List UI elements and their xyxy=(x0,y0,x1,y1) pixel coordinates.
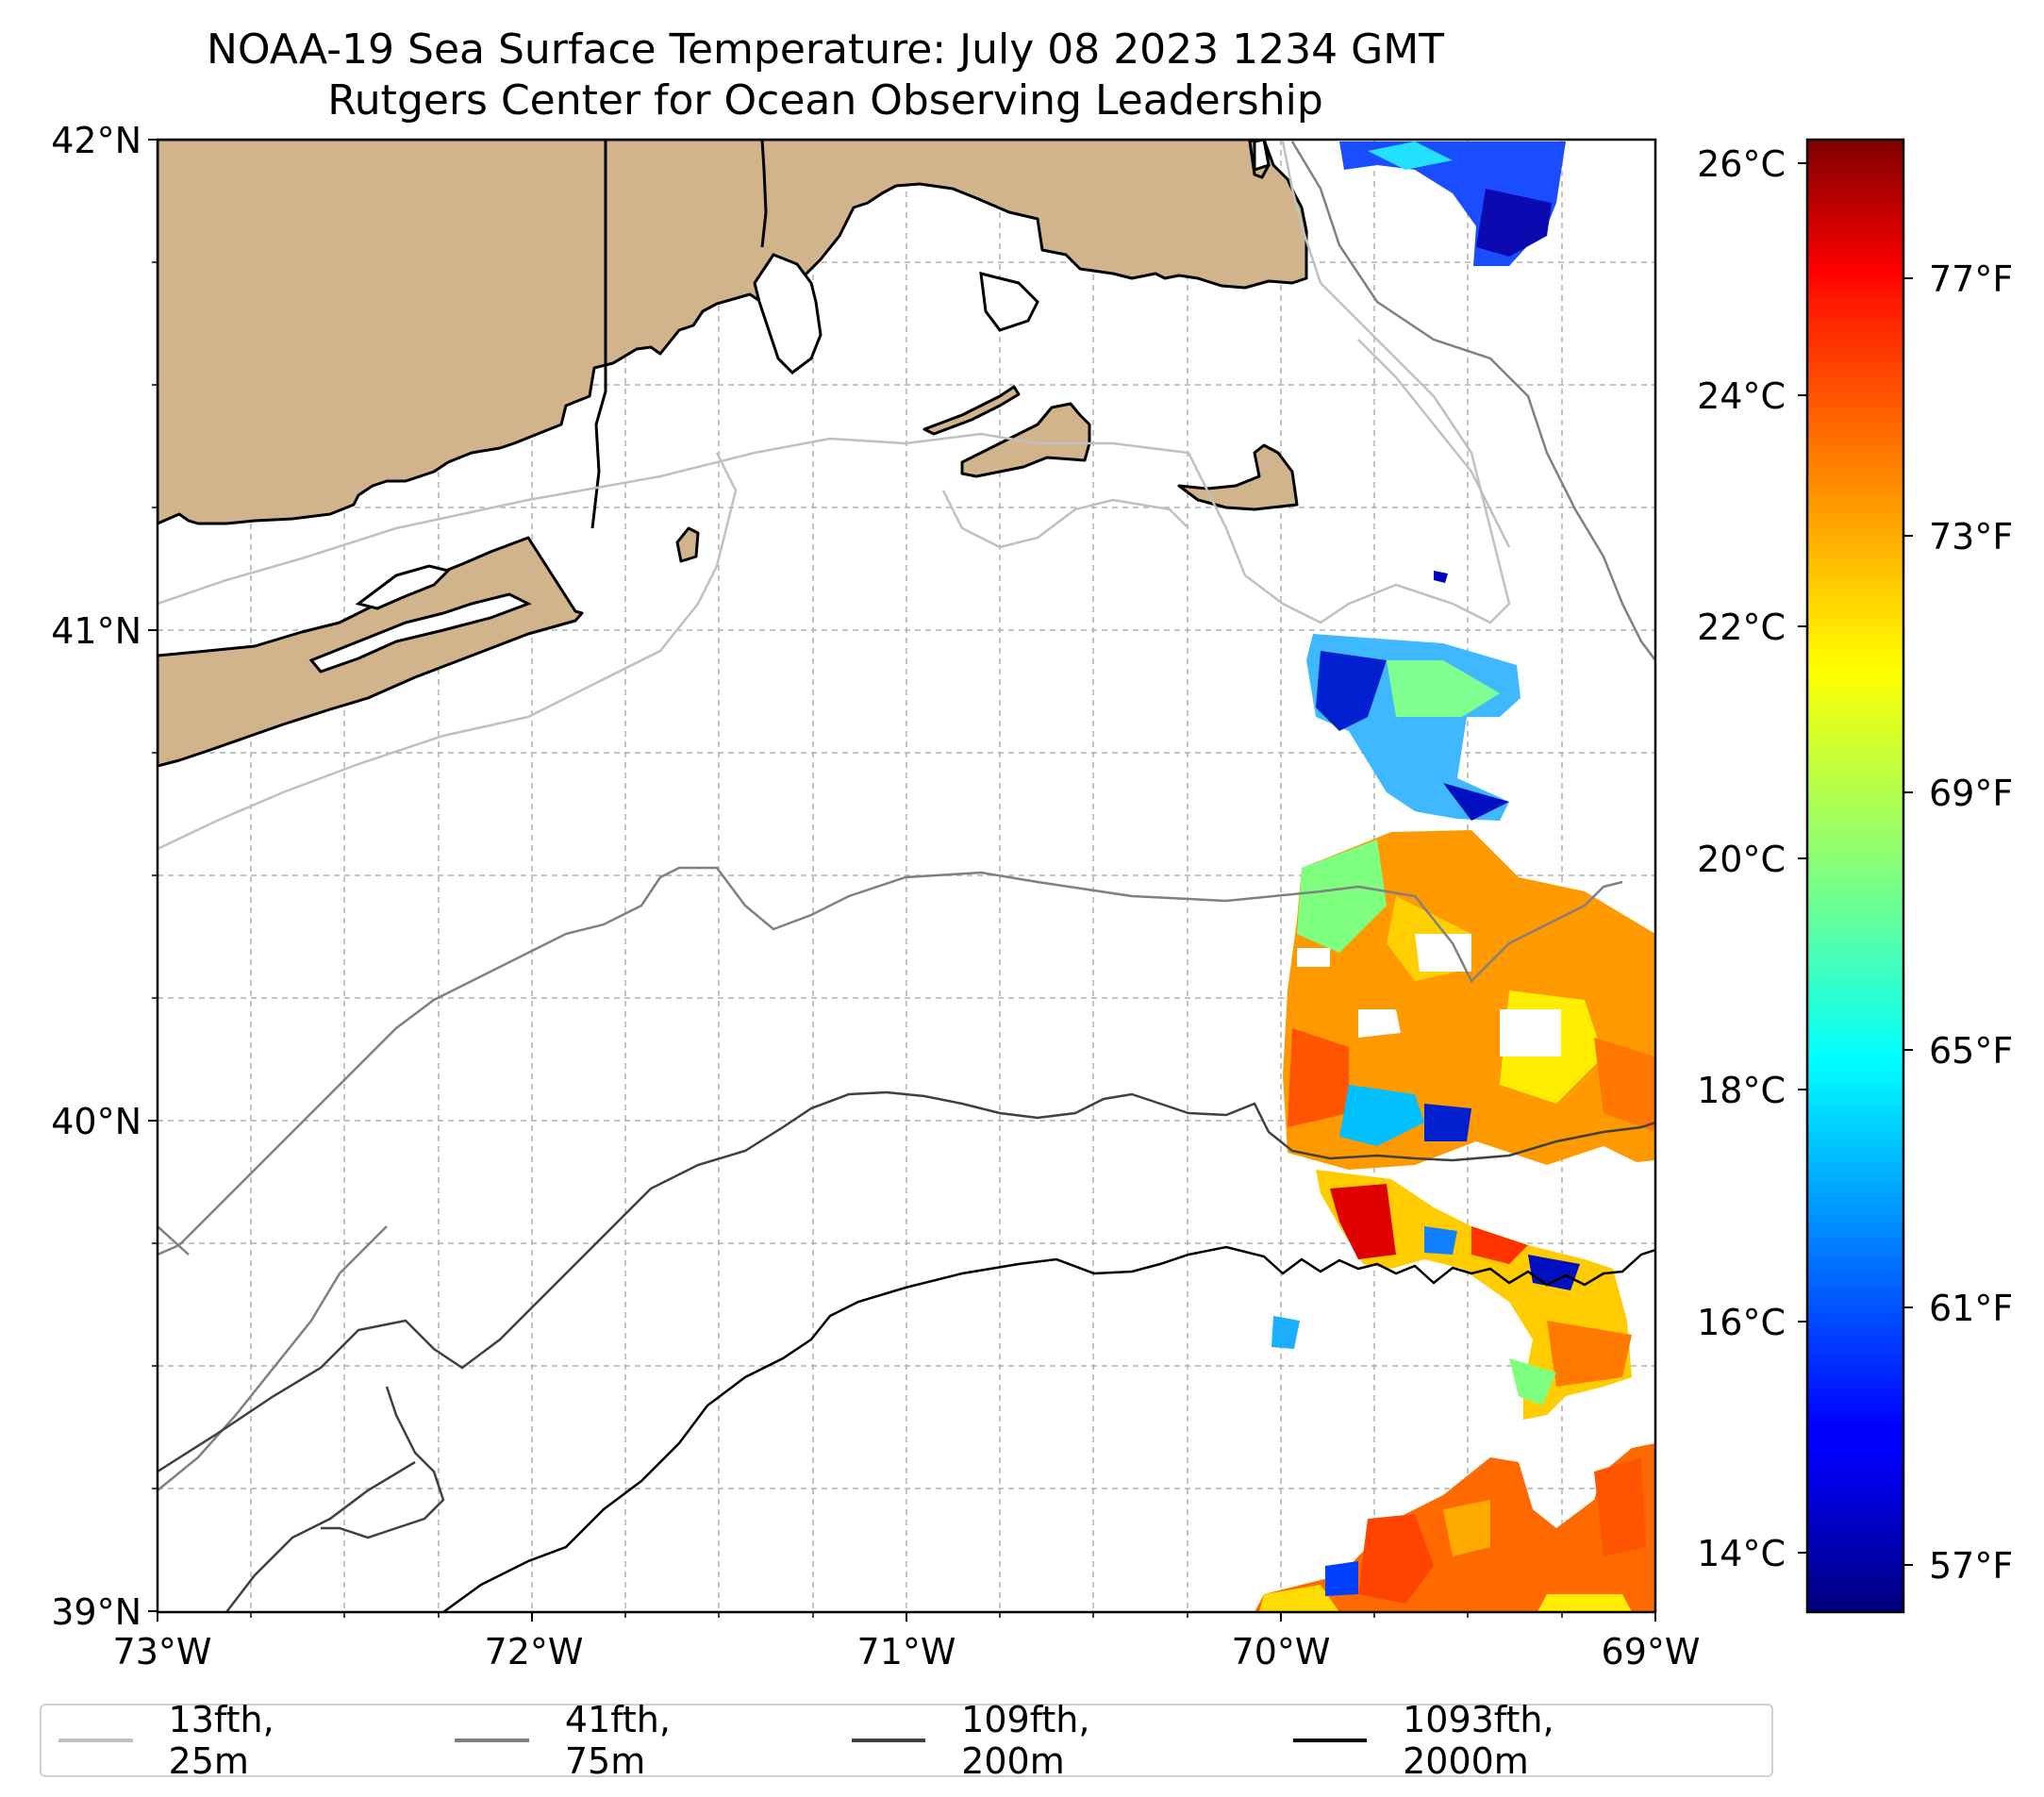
legend-swatch xyxy=(851,1739,926,1742)
legend-item-2000m: 1093fth, 2000m xyxy=(1286,1699,1687,1782)
elizabeth-islands xyxy=(922,385,1021,436)
narragansett-bay xyxy=(753,253,823,374)
great-south-bay xyxy=(308,592,532,674)
contour-legend: 13fth, 25m 41fth, 75m 109fth, 200m 1093f… xyxy=(40,1699,1773,1782)
fahrenheit-tick-label: 61°F xyxy=(1929,1288,2013,1329)
lon-tick-label: 72°W xyxy=(485,1631,584,1672)
contour-2000m xyxy=(442,1245,1655,1612)
lat-tick-label: 42°N xyxy=(51,120,141,161)
chart-title: NOAA-19 Sea Surface Temperature: July 08… xyxy=(156,25,1495,126)
lon-tick-label: 71°W xyxy=(857,1631,956,1672)
lat-axis: 42°N 41°N 40°N 39°N xyxy=(51,120,158,1633)
contour-200m xyxy=(158,1090,1655,1612)
colorbar-gradient xyxy=(1805,138,1905,1614)
lon-tick-label: 73°W xyxy=(113,1631,212,1672)
lon-tick-label: 70°W xyxy=(1232,1631,1331,1672)
lon-tick-label: 69°W xyxy=(1602,1631,1701,1672)
bays xyxy=(308,140,1271,674)
celsius-tick-label: 26°C xyxy=(1697,143,1786,185)
lat-tick-label: 41°N xyxy=(51,610,141,652)
legend-item-200m: 109fth, 200m xyxy=(844,1699,1201,1782)
nantucket xyxy=(1177,443,1299,511)
land xyxy=(158,140,1308,768)
lat-tick-label: 39°N xyxy=(51,1591,141,1633)
contour-75m xyxy=(158,141,1655,1491)
state-borders xyxy=(590,140,768,529)
fahrenheit-axis xyxy=(1903,277,1913,1566)
block-island xyxy=(675,526,700,563)
celsius-tick-label: 14°C xyxy=(1697,1533,1786,1574)
title-line-1: NOAA-19 Sea Surface Temperature: July 08… xyxy=(206,25,1445,74)
legend-swatch xyxy=(1292,1739,1368,1742)
contour-25m xyxy=(158,141,1511,851)
legend-label: 1093fth, 2000m xyxy=(1403,1699,1554,1782)
title-line-2: Rutgers Center for Ocean Observing Leade… xyxy=(327,76,1323,125)
new-england-coast xyxy=(158,140,1308,525)
legend-label: 13fth, 25m xyxy=(168,1699,274,1782)
peconic-bay xyxy=(355,564,451,610)
fahrenheit-tick-label: 77°F xyxy=(1929,258,2013,300)
legend-item-25m: 13fth, 25m xyxy=(51,1699,362,1782)
fahrenheit-tick-label: 73°F xyxy=(1929,516,2013,557)
legend-label: 109fth, 200m xyxy=(961,1699,1090,1782)
sst-data xyxy=(1255,141,1655,1612)
legend-swatch xyxy=(455,1739,529,1742)
celsius-tick-label: 16°C xyxy=(1697,1302,1786,1343)
legend-swatch xyxy=(58,1739,133,1742)
celsius-tick-label: 20°C xyxy=(1697,839,1786,880)
colorbar: 26°C 24°C 22°C 20°C 18°C 16°C 14°C 77°F … xyxy=(1697,138,2013,1614)
celsius-tick-label: 22°C xyxy=(1697,607,1786,648)
lon-axis: 73°W 72°W 71°W 70°W 69°W xyxy=(113,1612,1701,1672)
celsius-tick-label: 24°C xyxy=(1697,375,1786,417)
lat-tick-label: 40°N xyxy=(51,1101,141,1142)
legend-item-75m: 41fth, 75m xyxy=(447,1699,758,1782)
buzzards-bay xyxy=(979,272,1039,332)
fahrenheit-tick-label: 65°F xyxy=(1929,1030,2013,1072)
legend-label: 41fth, 75m xyxy=(564,1699,671,1782)
fahrenheit-tick-label: 57°F xyxy=(1929,1545,2013,1587)
celsius-axis xyxy=(1798,162,1807,1554)
fahrenheit-tick-label: 69°F xyxy=(1929,773,2013,814)
celsius-tick-label: 18°C xyxy=(1697,1070,1786,1111)
